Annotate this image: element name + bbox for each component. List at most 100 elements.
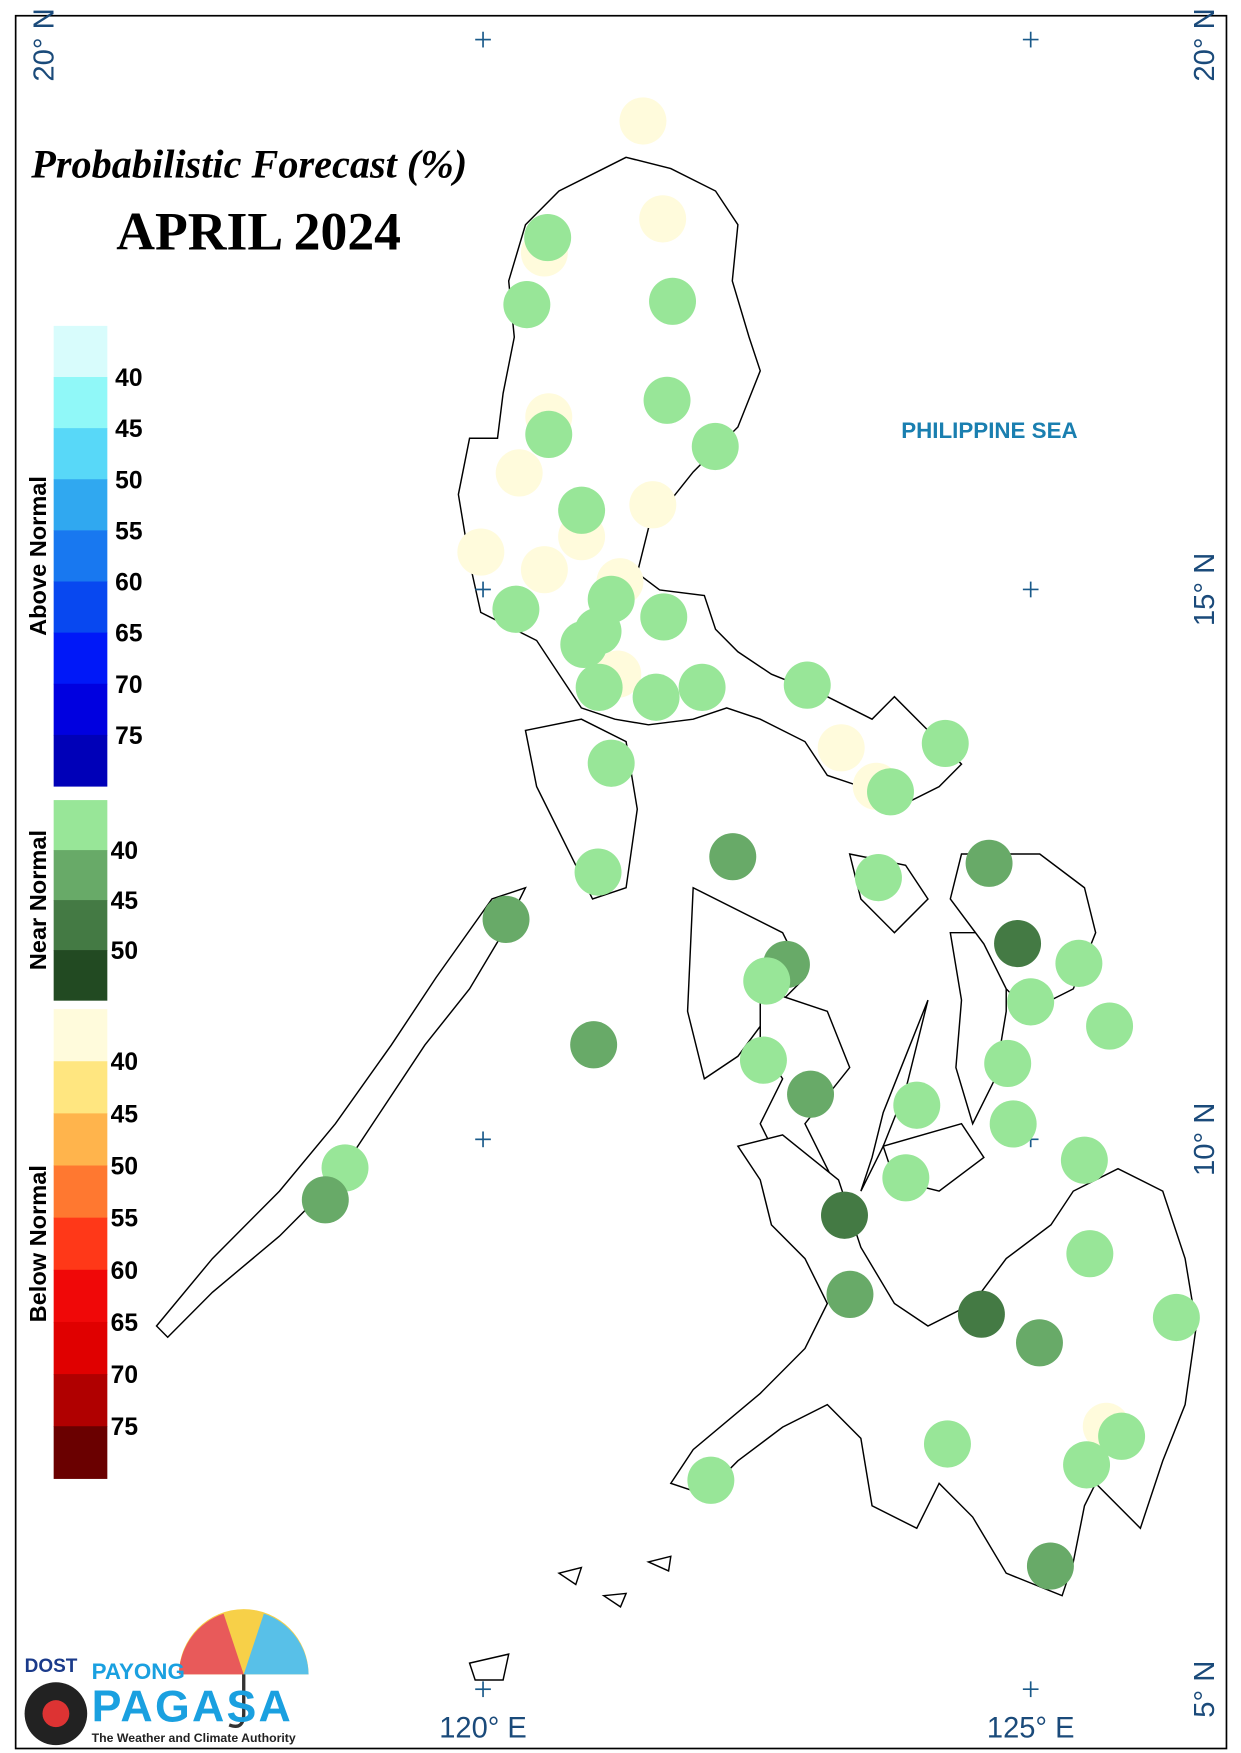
legend-swatch: [53, 581, 108, 634]
legend-label: 45: [111, 1101, 139, 1128]
station-marker: [525, 410, 573, 458]
legend-swatch: [53, 850, 108, 901]
station-marker: [691, 422, 739, 471]
legend-label: 45: [111, 888, 139, 915]
lat-tick-label: 15° N: [1189, 553, 1221, 626]
station-marker: [854, 854, 902, 902]
dost-emblem-center: [42, 1700, 70, 1728]
umbrella-right: [243, 1613, 309, 1675]
station-marker: [1060, 1136, 1108, 1184]
legend-label: 50: [115, 467, 142, 494]
legend-label: 40: [115, 365, 142, 392]
map-title: Probabilistic Forecast (%): [30, 141, 467, 186]
logo: DOST PAYONG PAGASA The Weather and Clima…: [24, 1609, 309, 1746]
station-marker: [643, 376, 691, 424]
legend-label: 75: [115, 723, 143, 750]
station-marker: [1098, 1412, 1146, 1460]
station-marker: [1015, 1319, 1063, 1367]
legend-swatch: [53, 1061, 108, 1114]
sulu-islands: [468, 1555, 672, 1681]
station-marker: [821, 1191, 868, 1239]
legend-swatch: [53, 950, 108, 1001]
station-marker: [687, 1456, 735, 1504]
station-marker: [574, 848, 622, 896]
legend-swatch: [53, 800, 108, 851]
legend-swatch: [53, 1374, 108, 1427]
legend-label: 45: [115, 416, 143, 443]
station-marker: [965, 839, 1013, 887]
station-marker: [632, 673, 680, 721]
station-marker: [457, 528, 505, 576]
logo-tagline: The Weather and Climate Authority: [92, 1731, 296, 1745]
station-marker: [787, 1070, 835, 1118]
map-subtitle: APRIL 2024: [116, 201, 401, 261]
legend-swatch: [53, 1009, 108, 1062]
legend-title: Below Normal: [25, 1165, 51, 1322]
legend-label: 75: [111, 1414, 139, 1441]
station-marker: [1007, 978, 1055, 1026]
legend-swatch: [53, 1269, 108, 1323]
station-marker: [503, 281, 551, 329]
station-marker: [817, 724, 865, 772]
legend-label: 60: [111, 1258, 138, 1285]
legend-swatch: [53, 1113, 108, 1167]
station-marker: [492, 585, 540, 633]
legend-label: 40: [111, 1049, 138, 1076]
station-marker: [1026, 1542, 1074, 1590]
legend-swatch: [53, 734, 108, 787]
umbrella-handle: [228, 1674, 246, 1728]
station-marker: [989, 1100, 1037, 1148]
legend-label: 65: [115, 621, 143, 648]
legend-label: 40: [111, 838, 138, 865]
legend-label: 65: [111, 1310, 139, 1337]
lat-tick-label: 20° N: [29, 8, 61, 81]
station-marker: [649, 277, 697, 325]
station-marker: [619, 97, 667, 145]
station-marker: [1066, 1230, 1114, 1278]
legend-swatch: [53, 377, 108, 429]
legend-label: 60: [115, 569, 142, 596]
station-marker: [587, 739, 635, 787]
station-marker: [826, 1270, 874, 1319]
station-marker: [570, 1021, 618, 1069]
lat-tick-label: 20° N: [1189, 8, 1221, 81]
station-marker: [520, 546, 568, 594]
legend-swatch: [53, 428, 108, 480]
legend-swatch: [53, 1217, 108, 1271]
data-layer: 120° E 125° E 20° N 20° N 15° N 10° N 5° N 40 45…: [25, 8, 1221, 1744]
station-marker: [994, 919, 1042, 968]
station-marker: [893, 1081, 941, 1129]
station-marker: [629, 481, 677, 529]
palawan: [155, 886, 527, 1339]
station-marker: [560, 620, 608, 669]
legend-swatch: [53, 683, 108, 736]
legend-swatch: [53, 1165, 108, 1219]
station-marker: [923, 1420, 971, 1468]
umbrella-left: [178, 1613, 244, 1675]
lon-tick-label: 125° E: [987, 1712, 1075, 1744]
station-marker: [678, 663, 726, 711]
station-marker: [783, 661, 831, 709]
station-marker: [1086, 1002, 1134, 1050]
station-marker: [882, 1154, 930, 1202]
station-marker: [739, 1036, 787, 1084]
station-marker: [495, 449, 543, 497]
logo-brand: PAGASA: [92, 1680, 293, 1731]
legend-swatch: [53, 1321, 108, 1375]
station-marker: [558, 486, 606, 534]
station-marker: [524, 213, 572, 262]
lat-tick-label: 10° N: [1189, 1103, 1221, 1176]
legend-title: Near Normal: [25, 830, 51, 970]
station-marker: [301, 1176, 349, 1224]
legend-swatch: [53, 530, 108, 583]
station-marker: [482, 895, 530, 943]
logo-brand-top: PAYONG: [92, 1659, 185, 1684]
station-marker: [640, 593, 688, 641]
logo-agency: DOST: [25, 1656, 78, 1677]
legend-label: 50: [111, 1153, 138, 1180]
sea-label: PHILIPPINE SEA: [901, 418, 1077, 443]
station-marker: [957, 1290, 1005, 1338]
station-marker: [867, 768, 914, 816]
legend-swatch: [53, 900, 108, 951]
